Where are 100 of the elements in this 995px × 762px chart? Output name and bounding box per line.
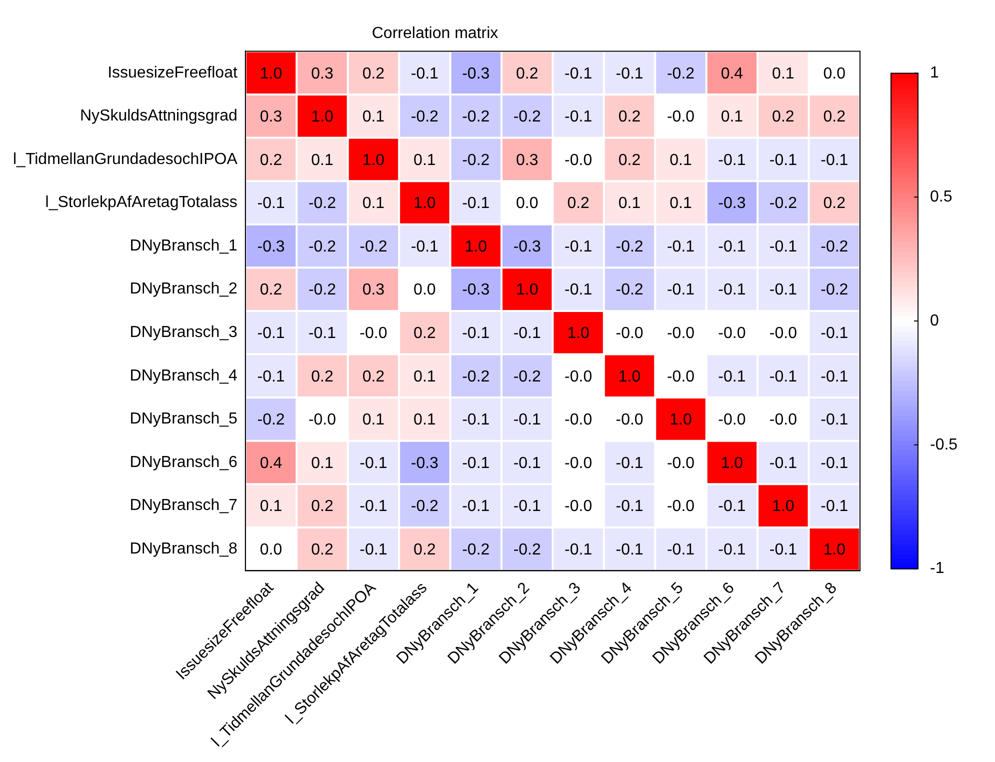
data-label: -0.1 — [308, 325, 336, 342]
data-label: -0.0 — [564, 498, 592, 516]
data-label: 0.0 — [516, 195, 538, 212]
data-label: -0.0 — [360, 325, 388, 342]
data-label: 0.2 — [260, 152, 282, 169]
data-label: -0.0 — [666, 368, 695, 386]
data-label: -0.1 — [616, 454, 644, 472]
data-label: -0.0 — [718, 325, 746, 342]
data-label: -0.3 — [410, 454, 439, 472]
data-label: -0.1 — [360, 454, 388, 472]
data-label: -0.1 — [513, 412, 541, 429]
chart-title: Correlation matrix — [372, 25, 498, 42]
data-label: -0.0 — [616, 412, 644, 429]
data-label: -0.2 — [820, 282, 848, 299]
data-label: -0.1 — [666, 282, 695, 299]
y-tick-label: NySkuldsAttningsgrad — [80, 108, 238, 125]
data-label: -0.0 — [666, 325, 695, 342]
data-label: 0.0 — [823, 65, 846, 82]
data-label: -0.1 — [769, 282, 798, 299]
data-label: -0.0 — [666, 498, 695, 516]
data-label: -0.1 — [257, 325, 285, 342]
data-label: 0.1 — [720, 108, 744, 126]
data-label: -0.2 — [308, 238, 336, 256]
data-label: -0.2 — [616, 282, 644, 299]
data-label: -0.1 — [564, 282, 592, 299]
data-label: 0.1 — [260, 498, 282, 516]
color-bar-label: 0.5 — [930, 188, 952, 206]
data-label: 1.0 — [464, 238, 488, 256]
data-label: -0.1 — [410, 238, 439, 256]
data-label: 0.3 — [260, 108, 282, 126]
data-label: 0.2 — [567, 195, 590, 212]
data-label: 1.0 — [670, 412, 692, 429]
data-label: -0.1 — [718, 368, 746, 386]
data-label: -0.1 — [564, 108, 592, 126]
data-label: -0.1 — [820, 412, 848, 429]
data-label: -0.2 — [308, 195, 336, 212]
data-label: -0.2 — [462, 542, 490, 558]
data-label: -0.3 — [462, 65, 490, 82]
data-label: -0.1 — [462, 454, 490, 472]
data-label: 0.3 — [311, 65, 334, 82]
data-label: 0.0 — [260, 542, 282, 558]
data-label: -0.0 — [616, 325, 644, 342]
data-label: -0.2 — [462, 108, 490, 126]
data-label: -0.3 — [718, 195, 746, 212]
data-label: -0.1 — [718, 152, 746, 169]
data-label: -0.1 — [820, 498, 848, 516]
data-label: 0.2 — [823, 195, 846, 212]
data-label: 0.2 — [516, 65, 538, 82]
data-label: -0.0 — [564, 368, 592, 386]
data-label: -0.1 — [257, 195, 285, 212]
data-label: 0.2 — [414, 325, 436, 342]
data-label: 1.0 — [567, 325, 590, 342]
data-label: 0.2 — [823, 108, 846, 126]
data-label: -0.1 — [820, 325, 848, 342]
color-bar-label: 1 — [930, 64, 939, 82]
data-label: -0.1 — [462, 412, 490, 429]
data-label: -0.2 — [616, 238, 644, 256]
data-label: 1.0 — [823, 542, 846, 558]
data-label: -0.1 — [616, 498, 644, 516]
data-label: -0.2 — [410, 498, 439, 516]
data-label: -0.1 — [462, 195, 490, 212]
y-tick-label: DNyBransch_6 — [130, 454, 238, 471]
data-label: 0.1 — [414, 412, 436, 429]
data-label: -0.0 — [564, 454, 592, 472]
data-label: -0.2 — [462, 152, 490, 169]
data-label: 0.1 — [311, 454, 334, 472]
data-label: 0.1 — [362, 195, 385, 212]
data-label: -0.1 — [718, 238, 746, 256]
y-tick-label: l_StorlekpAfAretagTotalass — [45, 194, 238, 212]
data-label: 1.0 — [618, 368, 641, 386]
data-label: -0.1 — [769, 454, 798, 472]
data-label: 1.0 — [414, 195, 436, 212]
data-label: -0.1 — [666, 238, 695, 256]
data-label: 0.2 — [618, 152, 641, 169]
data-label: -0.1 — [564, 542, 592, 558]
data-label: -0.1 — [257, 368, 285, 386]
data-label: -0.0 — [666, 454, 695, 472]
data-label: 0.2 — [414, 542, 436, 558]
data-label: -0.0 — [769, 325, 798, 342]
color-bar-label: -0.5 — [930, 436, 958, 454]
data-label: -0.1 — [564, 238, 592, 256]
data-label: 0.1 — [772, 65, 794, 82]
data-label: 0.1 — [414, 368, 436, 386]
data-label: 0.2 — [311, 368, 334, 386]
data-label: -0.1 — [410, 65, 439, 82]
data-label: 1.0 — [720, 454, 744, 472]
data-label: -0.2 — [308, 282, 336, 299]
data-label: 0.2 — [362, 65, 385, 82]
data-label: -0.1 — [616, 65, 644, 82]
data-label: 0.3 — [516, 152, 538, 169]
data-label: -0.1 — [820, 368, 848, 386]
data-label: 0.1 — [362, 108, 385, 126]
data-label: -0.1 — [666, 542, 695, 558]
data-label: -0.3 — [462, 282, 490, 299]
data-label: 0.2 — [618, 108, 641, 126]
data-label: -0.1 — [718, 542, 746, 558]
data-label: -0.0 — [564, 152, 592, 169]
data-label: 0.3 — [362, 282, 385, 299]
data-label: -0.2 — [769, 195, 798, 212]
data-label: -0.1 — [462, 498, 490, 516]
